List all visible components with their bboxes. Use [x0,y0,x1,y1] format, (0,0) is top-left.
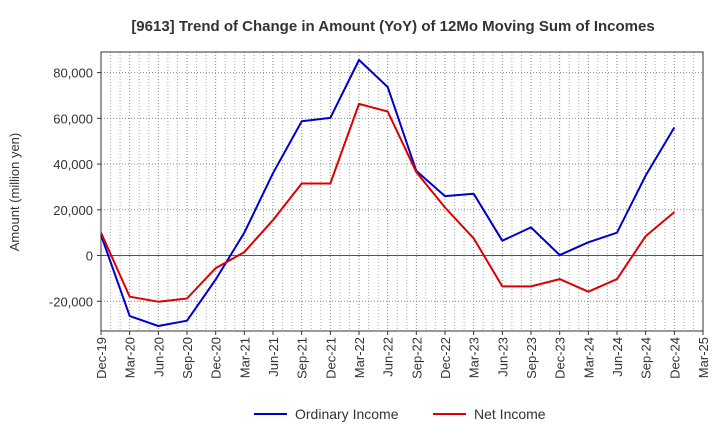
x-tick-label: Jun-20 [151,337,166,377]
x-tick-label: Dec-21 [323,337,338,379]
legend-item: Net Income [433,406,546,422]
x-tick-label: Sep-23 [524,337,539,379]
legend: Ordinary Income Net Income [254,406,546,422]
y-tick-label: -20,000 [49,294,93,309]
legend-label: Ordinary Income [295,406,399,422]
legend-item: Ordinary Income [254,406,399,422]
x-tick-label: Mar-21 [237,337,252,378]
legend-label: Net Income [474,406,546,422]
x-tick-label: Mar-22 [352,337,367,378]
series-line-net-income [100,102,675,303]
x-tick-label: Sep-21 [295,337,310,379]
x-tick-label: Mar-24 [581,337,596,378]
x-tick-label: Jun-22 [381,337,396,377]
y-tick-label: 20,000 [53,203,93,218]
plot-background [101,52,703,331]
x-tick-label: Dec-23 [553,337,568,379]
x-tick-label: Jun-23 [495,337,510,377]
chart-title: [9613] Trend of Change in Amount (YoY) o… [131,18,654,35]
y-tick-label: 0 [86,249,93,264]
x-tick-label: Jun-21 [266,337,281,377]
plot-area: -20,000 0 20,000 40,000 60,000 80,000 Dec-19 Ma… [49,51,711,379]
x-tick-label: Mar-25 [696,337,711,378]
x-tick-label: Dec-19 [94,337,109,379]
x-tick-label: Dec-20 [209,337,224,379]
y-tick-label: 80,000 [53,66,93,81]
y-tick-label: 60,000 [53,111,93,126]
x-tick-label: Mar-23 [467,337,482,378]
series-line-ordinary-income [100,59,676,327]
y-tick-label: 40,000 [53,157,93,172]
plot-frame [100,51,704,332]
x-tick-label: Jun-24 [610,337,625,377]
x-tick-label: Dec-22 [438,337,453,379]
x-tick-label: Sep-20 [180,337,195,379]
x-tick-label: Mar-20 [123,337,138,378]
x-tick-label: Sep-24 [639,337,654,379]
x-tick-label: Dec-24 [667,337,682,379]
x-tick-label: Sep-22 [409,337,424,379]
y-axis-label: Amount (million yen) [7,133,22,252]
